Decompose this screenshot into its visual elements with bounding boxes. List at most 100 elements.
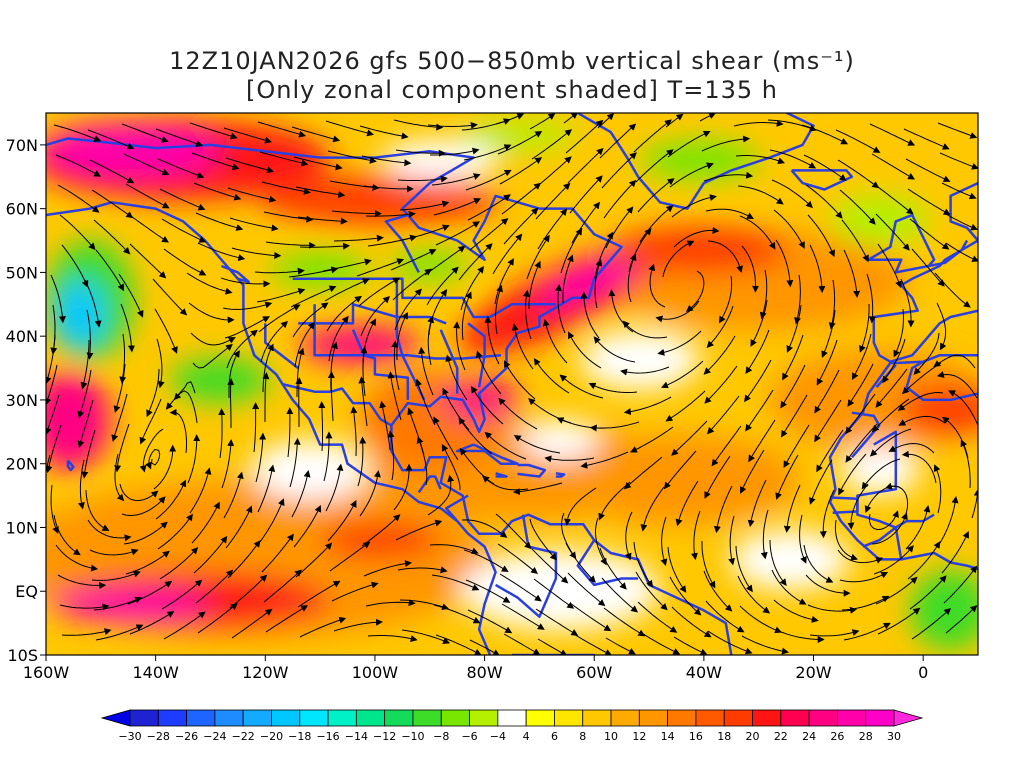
streamline bbox=[394, 288, 422, 331]
streamline bbox=[905, 158, 951, 182]
streamline bbox=[535, 608, 579, 636]
streamline bbox=[358, 277, 401, 307]
streamline bbox=[816, 429, 844, 473]
streamline bbox=[361, 155, 412, 167]
streamline bbox=[703, 171, 754, 182]
streamline bbox=[173, 390, 198, 424]
streamline bbox=[898, 415, 946, 426]
streamline bbox=[711, 425, 742, 467]
streamline bbox=[61, 628, 112, 636]
streamline bbox=[624, 511, 633, 561]
longitude-axis: 160W 140W 120W 100W 80W 60W 40W 20W 0 bbox=[23, 655, 928, 682]
streamline bbox=[494, 258, 514, 305]
streamline bbox=[639, 205, 674, 243]
streamline bbox=[759, 269, 768, 320]
colorbar-label: −12 bbox=[373, 730, 396, 743]
streamline bbox=[531, 548, 569, 584]
x-tick-label: 40W bbox=[686, 663, 722, 682]
streamline bbox=[771, 569, 807, 605]
streamline bbox=[297, 216, 348, 225]
streamline bbox=[460, 266, 485, 311]
streamline bbox=[594, 231, 614, 279]
colorbar-label: −8 bbox=[433, 730, 449, 743]
streamline bbox=[526, 234, 550, 280]
streamline bbox=[703, 570, 733, 612]
streamline bbox=[837, 549, 884, 564]
streamline bbox=[227, 378, 235, 428]
streamline bbox=[492, 233, 523, 275]
streamline bbox=[295, 542, 333, 578]
colorbar-label: −24 bbox=[203, 730, 226, 743]
streamline bbox=[933, 354, 976, 369]
streamline bbox=[623, 456, 663, 490]
streamline bbox=[601, 152, 637, 189]
streamline bbox=[780, 364, 806, 409]
streamline bbox=[537, 208, 568, 250]
streamline bbox=[843, 622, 891, 641]
colorbar-label: −26 bbox=[175, 730, 198, 743]
streamline bbox=[945, 242, 978, 262]
streamline bbox=[639, 631, 681, 655]
streamline bbox=[77, 399, 94, 449]
map-title: 12Z10JAN2026 gfs 500−850mb vertical shea… bbox=[169, 47, 855, 75]
streamline bbox=[129, 243, 167, 279]
streamline bbox=[323, 431, 333, 482]
coastline bbox=[828, 354, 978, 571]
y-tick-label: 10N bbox=[6, 518, 38, 537]
coastline bbox=[555, 472, 566, 478]
coastline bbox=[790, 169, 854, 191]
y-tick-label: 20N bbox=[6, 455, 38, 474]
streamline bbox=[93, 596, 143, 611]
streamline bbox=[819, 489, 835, 539]
streamline bbox=[187, 434, 201, 484]
streamline bbox=[559, 374, 604, 399]
streamline bbox=[701, 541, 716, 589]
streamline bbox=[571, 201, 601, 244]
streamline bbox=[495, 113, 525, 125]
colorbar-label: −6 bbox=[461, 730, 477, 743]
colorbar-right-triangle bbox=[893, 709, 924, 727]
streamline bbox=[299, 242, 350, 250]
streamline bbox=[397, 175, 448, 183]
coastline bbox=[576, 539, 639, 587]
streamline bbox=[259, 151, 309, 167]
streamline bbox=[629, 426, 674, 453]
streamline bbox=[595, 517, 607, 566]
streamline bbox=[875, 213, 910, 251]
x-tick-label: 100W bbox=[352, 663, 399, 682]
streamline bbox=[888, 442, 935, 454]
streamline bbox=[356, 258, 405, 277]
streamline bbox=[50, 274, 66, 324]
streamline bbox=[427, 121, 478, 129]
colorbar-label: 26 bbox=[830, 730, 844, 743]
streamline bbox=[259, 498, 285, 543]
streamline bbox=[814, 399, 842, 443]
streamline bbox=[121, 496, 166, 517]
streamline bbox=[911, 248, 945, 287]
colorbar-swatch bbox=[638, 709, 669, 727]
colorbar-label: 14 bbox=[661, 730, 675, 743]
streamline bbox=[350, 406, 358, 457]
streamline bbox=[673, 226, 720, 248]
colorbar-label: 30 bbox=[887, 730, 901, 743]
streamline bbox=[805, 574, 851, 597]
streamline bbox=[197, 242, 246, 262]
streamline bbox=[326, 295, 362, 332]
colorbar-label: 18 bbox=[717, 730, 731, 743]
streamline bbox=[893, 308, 905, 358]
streamline bbox=[748, 419, 776, 463]
streamline bbox=[53, 124, 102, 142]
streamline bbox=[771, 179, 813, 209]
streamline bbox=[329, 541, 371, 572]
streamline bbox=[560, 227, 583, 274]
streamline bbox=[741, 245, 760, 293]
streamline bbox=[286, 407, 294, 458]
colorbar-swatch bbox=[214, 709, 244, 727]
streamline bbox=[290, 285, 337, 308]
streamline bbox=[458, 417, 493, 455]
streamline bbox=[324, 278, 370, 302]
streamline bbox=[669, 162, 714, 188]
streamline bbox=[257, 121, 307, 138]
streamline bbox=[470, 385, 504, 425]
streamline bbox=[393, 463, 413, 511]
